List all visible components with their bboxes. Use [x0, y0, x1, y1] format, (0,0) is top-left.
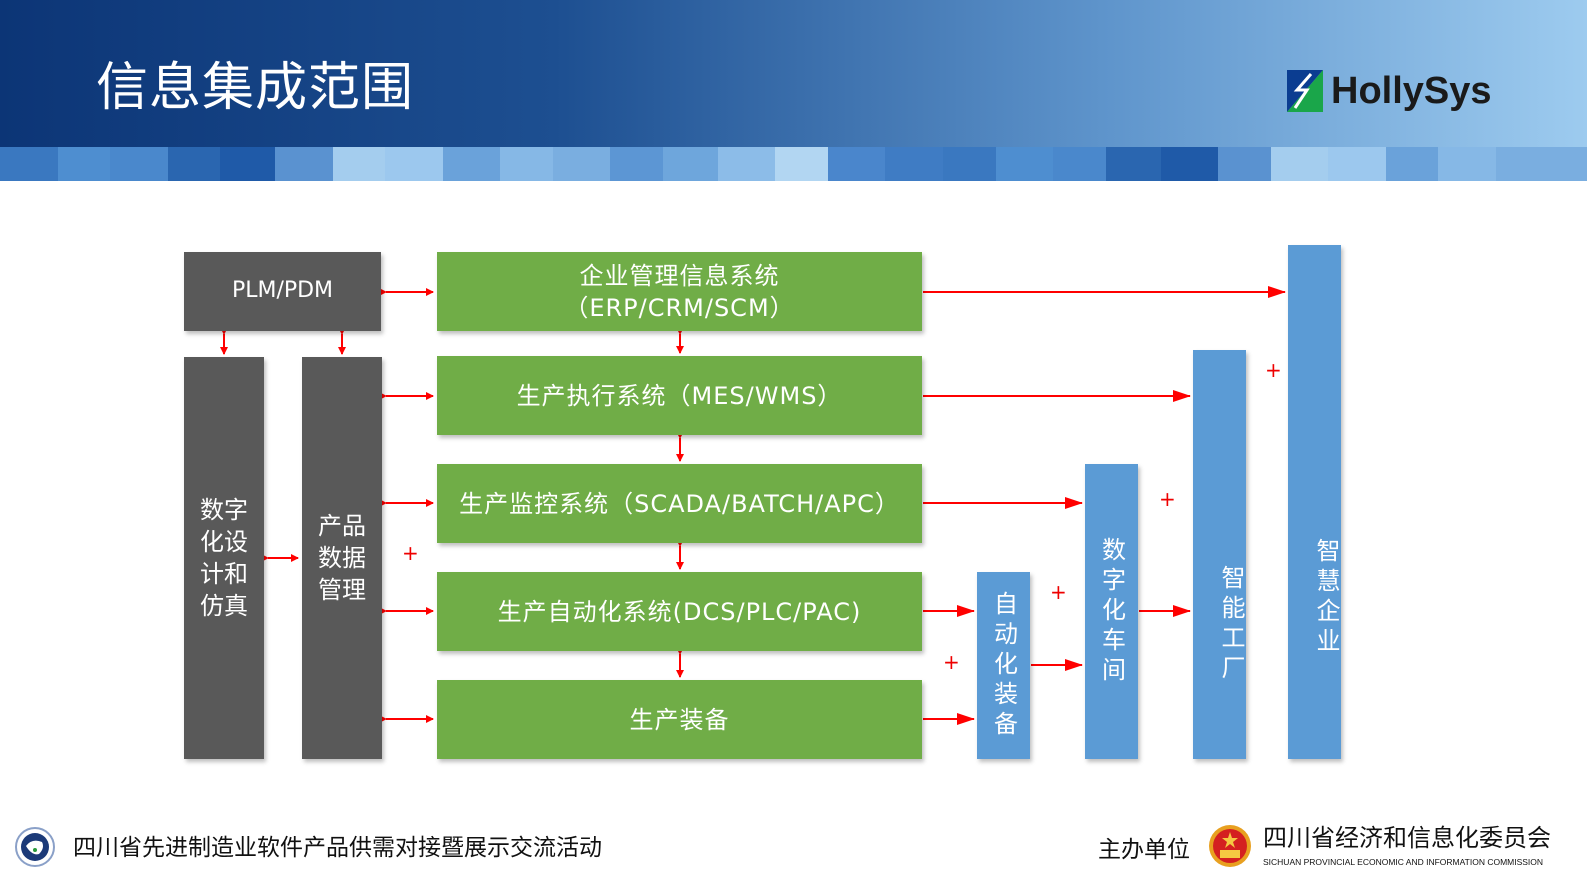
strip-tile	[1270, 147, 1329, 181]
digital-design-box: 数字 化设 计和 仿真	[184, 357, 264, 759]
strip-tile	[220, 147, 276, 181]
org-name-cn: 四川省经济和信息化委员会	[1263, 824, 1551, 852]
host-label: 主办单位	[1098, 837, 1190, 863]
strip-tile	[717, 147, 776, 181]
strip-tile	[1105, 147, 1161, 181]
strip-tile	[552, 147, 611, 181]
dcs-box: 生产自动化系统(DCS/PLC/PAC)	[437, 572, 922, 651]
strip-tile	[110, 147, 168, 181]
erp-title: 企业管理信息系统	[579, 261, 780, 290]
event-name: 四川省先进制造业软件产品供需对接暨展示交流活动	[73, 835, 602, 861]
strip-tile	[942, 147, 996, 181]
strip-tile	[663, 147, 718, 181]
strip-tile	[775, 147, 828, 181]
plus-sign: +	[943, 650, 960, 674]
strip-tile	[385, 147, 443, 181]
hollysys-logo: HollySys	[1285, 68, 1492, 114]
plus-sign: +	[1159, 487, 1176, 511]
strip-tile	[1385, 147, 1439, 181]
strip-tile	[1053, 147, 1106, 181]
strip-tile	[610, 147, 664, 181]
equipment-box: 生产装备	[437, 680, 922, 759]
strip-tile	[500, 147, 553, 181]
scada-box: 生产监控系统（SCADA/BATCH/APC）	[437, 464, 922, 543]
product-data-box: 产品 数据 管理	[302, 357, 382, 759]
plus-sign: +	[1050, 580, 1067, 604]
strip-tile	[167, 147, 221, 181]
auto-equipment-box: 自动化装备	[977, 572, 1030, 759]
strip-tile	[1495, 147, 1587, 181]
plus-sign: +	[402, 541, 419, 565]
strip-tile	[57, 147, 111, 181]
smart-factory-box: 智能工厂	[1193, 350, 1246, 759]
strip-tile	[332, 147, 386, 181]
strip-tile	[827, 147, 886, 181]
smart-enterprise-box: 智慧企业	[1288, 245, 1341, 759]
strip-tile	[1438, 147, 1496, 181]
strip-tile	[1328, 147, 1386, 181]
header-mosaic-strip	[0, 147, 1587, 181]
erp-box: 企业管理信息系统 （ERP/CRM/SCM）	[437, 252, 922, 331]
plus-sign: +	[1265, 358, 1282, 382]
strip-tile	[0, 147, 58, 181]
strip-tile	[275, 147, 333, 181]
mes-box: 生产执行系统（MES/WMS）	[437, 356, 922, 435]
national-emblem-icon	[1209, 825, 1251, 867]
strip-tile	[442, 147, 501, 181]
strip-tile	[1218, 147, 1271, 181]
strip-tile	[885, 147, 943, 181]
page-title: 信息集成范围	[96, 58, 415, 118]
org-name-en: SICHUAN PROVINCIAL ECONOMIC AND INFORMAT…	[1263, 857, 1544, 867]
strip-tile	[995, 147, 1054, 181]
hollysys-emblem-icon	[1287, 70, 1323, 112]
event-emblem-icon	[15, 827, 55, 867]
digital-workshop-box: 数字化车间	[1085, 464, 1138, 759]
plm-pdm-box: PLM/PDM	[184, 252, 381, 331]
erp-subtitle: （ERP/CRM/SCM）	[564, 293, 795, 322]
strip-tile	[1160, 147, 1218, 181]
logo-text: HollySys	[1331, 70, 1492, 112]
